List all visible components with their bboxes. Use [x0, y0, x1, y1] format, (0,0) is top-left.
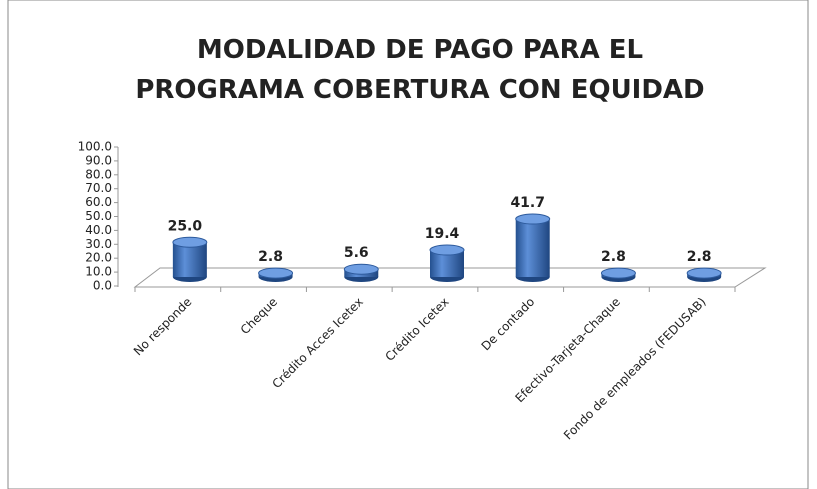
- bar-top: [343, 263, 379, 275]
- y-tick-label: 50.0: [85, 209, 112, 223]
- x-tick-label: De contado: [479, 295, 538, 354]
- value-label: 19.4: [425, 226, 460, 242]
- chart-border: [7, 0, 809, 489]
- bar-top: [686, 267, 722, 279]
- x-tick-label: Fondo de empleados (FEDUSAB): [561, 295, 709, 443]
- value-label: 2.8: [687, 249, 712, 265]
- y-tick-label: 60.0: [85, 195, 112, 209]
- bar-top: [258, 267, 294, 279]
- y-tick-label: 20.0: [85, 251, 112, 265]
- y-tick-label: 0.0: [93, 279, 112, 293]
- value-label: 41.7: [510, 195, 545, 211]
- bar-top: [429, 244, 465, 256]
- x-tick-label: Crédito Icetex: [382, 295, 451, 364]
- bar: [515, 219, 550, 277]
- bar-top: [600, 267, 636, 279]
- y-tick-label: 100.0: [78, 140, 112, 154]
- value-label: 25.0: [168, 218, 203, 234]
- y-tick-label: 80.0: [85, 167, 112, 181]
- y-tick-label: 70.0: [85, 181, 112, 195]
- x-tick-label: Cheque: [238, 295, 280, 337]
- value-label: 2.8: [601, 249, 626, 265]
- value-label: 5.6: [344, 245, 369, 261]
- y-tick-label: 40.0: [85, 223, 112, 237]
- bar-top: [515, 213, 551, 225]
- bar: [172, 242, 207, 277]
- chart-title: MODALIDAD DE PAGO PARA EL PROGRAMA COBER…: [135, 35, 705, 105]
- x-tick-label: Crédito Acces Icetex: [269, 295, 365, 391]
- x-tick-label: No responde: [131, 295, 195, 359]
- y-tick-label: 30.0: [85, 237, 112, 251]
- y-tick-label: 10.0: [85, 265, 112, 279]
- bar-top: [172, 236, 208, 248]
- y-tick-label: 90.0: [85, 153, 112, 167]
- value-label: 2.8: [258, 249, 283, 265]
